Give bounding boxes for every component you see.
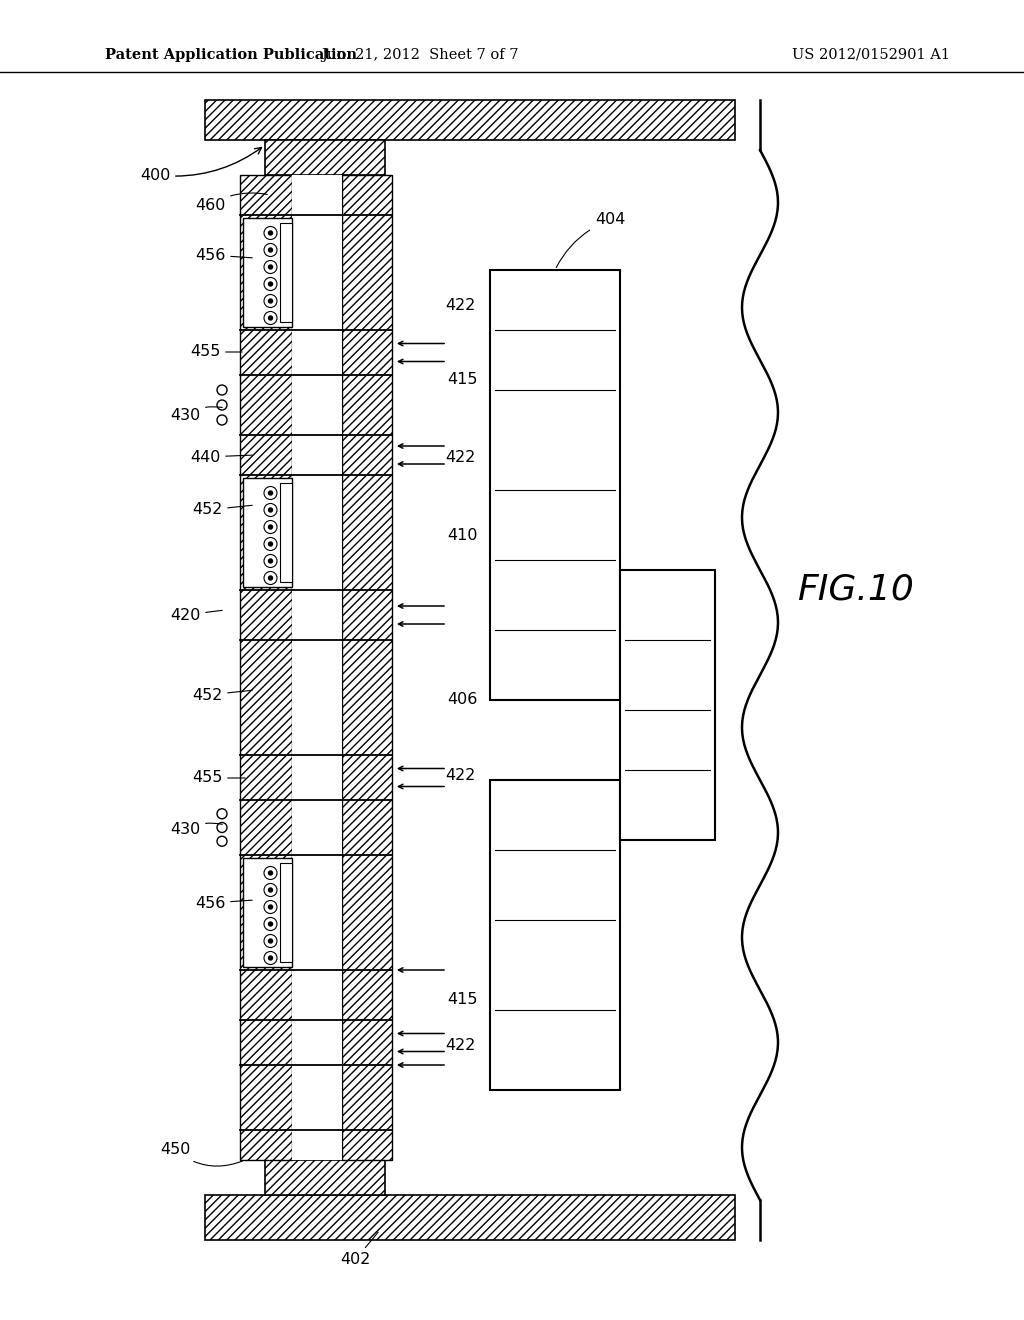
Text: 455: 455 [189,345,243,359]
Text: 440: 440 [189,450,252,465]
Text: 420: 420 [170,607,222,623]
Circle shape [268,491,272,495]
Circle shape [268,888,272,892]
Circle shape [268,508,272,512]
Circle shape [268,248,272,252]
Text: 422: 422 [444,297,475,313]
Circle shape [268,558,272,564]
Text: 452: 452 [191,688,252,702]
Text: 402: 402 [340,1232,378,1267]
Bar [490,271,620,700]
Text: 415: 415 [446,993,477,1007]
Text: 430: 430 [170,822,222,837]
Text: 450: 450 [160,1143,243,1166]
Text: 400: 400 [140,148,261,182]
Text: 422: 422 [444,1038,475,1052]
Bar [243,218,292,327]
Bar [292,176,342,1160]
Text: 455: 455 [191,771,245,785]
Circle shape [268,576,272,579]
Text: 452: 452 [191,503,252,517]
Bar [205,100,735,140]
Text: 460: 460 [195,193,267,213]
Text: 404: 404 [556,213,626,268]
Text: FIG.10: FIG.10 [797,573,913,607]
Circle shape [268,956,272,960]
Bar [243,858,292,968]
Text: 406: 406 [446,693,477,708]
Text: 456: 456 [195,248,252,263]
Bar [280,863,292,962]
Bar [240,176,292,1160]
Text: 422: 422 [444,450,475,466]
Circle shape [268,300,272,304]
Bar [280,223,292,322]
Circle shape [268,315,272,319]
Circle shape [268,282,272,286]
Text: 430: 430 [170,407,222,422]
Circle shape [268,525,272,529]
Circle shape [268,265,272,269]
Bar [280,483,292,582]
Circle shape [268,906,272,909]
Bar [490,780,620,1090]
Text: Patent Application Publication: Patent Application Publication [105,48,357,62]
Bar [265,140,385,176]
Bar [620,570,715,840]
Circle shape [268,921,272,927]
Text: 456: 456 [195,895,252,911]
Bar [205,1195,735,1239]
Circle shape [268,871,272,875]
Bar [243,478,292,587]
Circle shape [268,231,272,235]
Text: 415: 415 [446,372,477,388]
Text: Jun. 21, 2012  Sheet 7 of 7: Jun. 21, 2012 Sheet 7 of 7 [322,48,519,62]
Text: 422: 422 [444,767,475,783]
Bar [265,1160,385,1195]
Circle shape [268,543,272,546]
Text: 410: 410 [446,528,477,543]
Bar [342,176,392,1160]
Circle shape [268,939,272,942]
Text: US 2012/0152901 A1: US 2012/0152901 A1 [792,48,950,62]
